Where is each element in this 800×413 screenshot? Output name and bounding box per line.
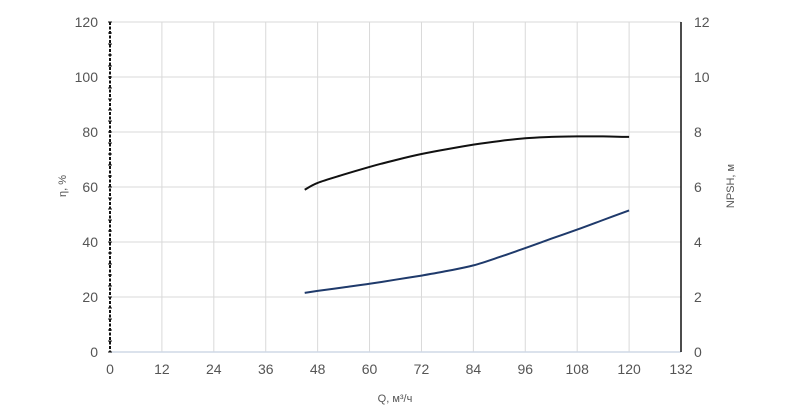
y-left-tick-label: 0 bbox=[90, 344, 98, 360]
x-tick-label: 72 bbox=[414, 361, 430, 377]
x-tick-label: 132 bbox=[669, 361, 693, 377]
y-left-tick-label: 80 bbox=[82, 124, 98, 140]
x-tick-label: 60 bbox=[362, 361, 378, 377]
y-left-tick-label: 100 bbox=[75, 69, 99, 85]
x-tick-label: 108 bbox=[566, 361, 590, 377]
x-tick-label: 48 bbox=[310, 361, 326, 377]
right-axis-title: NPSH, м bbox=[725, 164, 737, 208]
y-right-tick-label: 0 bbox=[694, 344, 702, 360]
x-tick-label: 12 bbox=[154, 361, 170, 377]
x-tick-label: 36 bbox=[258, 361, 274, 377]
x-axis-title: Q, м³/ч bbox=[378, 393, 413, 405]
y-left-tick-label: 20 bbox=[82, 289, 98, 305]
x-tick-label: 24 bbox=[206, 361, 222, 377]
x-tick-label: 0 bbox=[106, 361, 114, 377]
npsh-curve bbox=[304, 209, 630, 294]
y-left-tick-label: 120 bbox=[75, 14, 99, 30]
y-right-tick-label: 10 bbox=[694, 69, 710, 85]
y-right-tick-label: 6 bbox=[694, 179, 702, 195]
y-right-tick-label: 8 bbox=[694, 124, 702, 140]
y-right-tick-label: 2 bbox=[694, 289, 702, 305]
x-tick-label: 120 bbox=[617, 361, 641, 377]
axes bbox=[108, 21, 682, 353]
left-axis-title: η, % bbox=[57, 175, 69, 197]
efficiency-curve bbox=[304, 135, 630, 191]
grid bbox=[110, 21, 681, 352]
y-right-tick-label: 12 bbox=[694, 14, 710, 30]
x-tick-label: 84 bbox=[466, 361, 482, 377]
y-left-tick-label: 40 bbox=[82, 234, 98, 250]
tick-labels: 0 12 24 36 48 60 72 84 96 108 120 13202040608010012… bbox=[75, 14, 710, 377]
y-left-tick-label: 60 bbox=[82, 179, 98, 195]
y-right-tick-label: 4 bbox=[694, 234, 702, 250]
x-tick-label: 96 bbox=[517, 361, 533, 377]
series-lines bbox=[304, 135, 630, 294]
